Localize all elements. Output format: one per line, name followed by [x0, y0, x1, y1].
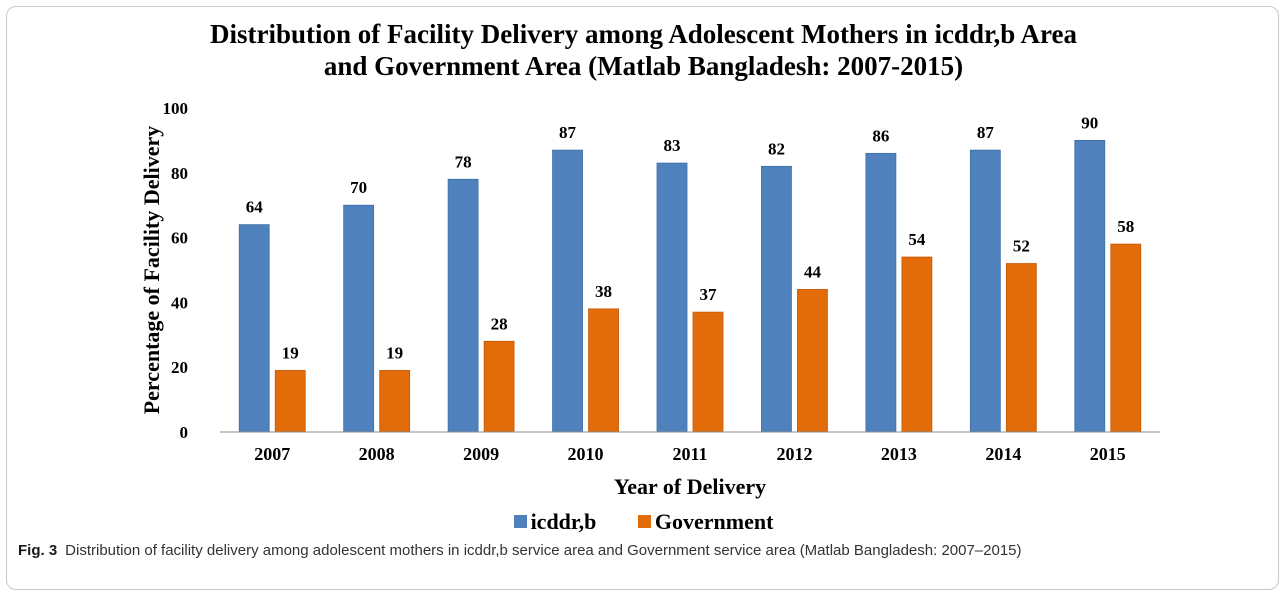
bar-labels: 64 19 70 19 78 28 87 38 83 37 82 44 86 54 87 52 90 58 [246, 113, 1135, 362]
bar-government-2009 [483, 340, 515, 433]
x-tick-label: 2015 [1090, 444, 1126, 464]
data-label-icddr-b-2015: 90 [1081, 113, 1098, 132]
data-label-government-2015: 58 [1117, 217, 1134, 236]
bar-icddr-b-2009 [447, 178, 479, 433]
y-tick-label: 80 [171, 164, 188, 183]
legend-item-government: Government [637, 508, 774, 535]
bar-icddr-b-2015 [1074, 139, 1106, 433]
x-tick-label: 2007 [254, 444, 290, 464]
bar-government-2010 [588, 308, 619, 433]
bar-chart: 0 20 40 60 80 100 64 19 70 19 78 28 87 38 83 37 82 44 86 5… [139, 99, 1160, 499]
data-label-icddr-b-2013: 86 [872, 126, 889, 145]
bar-icddr-b-2007 [238, 224, 270, 433]
y-tick-label: 20 [171, 358, 188, 377]
legend-label-government: Government [654, 508, 774, 534]
data-label-government-2011: 37 [700, 285, 718, 304]
x-axis-tick-labels: 2007 2008 2009 2010 2011 2012 2013 2014 2015 [254, 444, 1126, 464]
data-label-icddr-b-2007: 64 [246, 198, 264, 217]
chart-title-line-2: and Government Area (Matlab Bangladesh: … [323, 51, 964, 81]
data-label-icddr-b-2010: 87 [559, 123, 577, 142]
bar-government-2011 [692, 311, 724, 433]
x-tick-label: 2011 [672, 444, 707, 464]
bar-government-2014 [1005, 263, 1037, 433]
bar-icddr-b-2014 [969, 149, 1001, 433]
bar-government-2012 [797, 289, 828, 433]
bars [238, 139, 1142, 433]
data-label-government-2013: 54 [908, 230, 926, 249]
data-label-government-2010: 38 [595, 282, 612, 301]
data-label-icddr-b-2008: 70 [350, 178, 367, 197]
bar-government-2015 [1110, 243, 1142, 433]
chart-title: Distribution of Facility Delivery among … [0, 18, 1287, 82]
y-axis-ticks: 0 20 40 60 80 100 [163, 99, 189, 442]
bar-icddr-b-2010 [552, 149, 583, 433]
legend-swatch-icddrb [513, 515, 527, 528]
y-tick-label: 0 [180, 423, 189, 442]
data-label-icddr-b-2011: 83 [664, 136, 681, 155]
data-label-government-2012: 44 [804, 262, 822, 281]
x-tick-label: 2010 [568, 444, 604, 464]
data-label-government-2009: 28 [491, 314, 508, 333]
bar-government-2013 [901, 256, 933, 433]
data-label-government-2014: 52 [1013, 237, 1030, 256]
x-axis-title: Year of Delivery [614, 474, 766, 499]
legend-item-icddrb: icddr,b [513, 508, 597, 535]
data-label-government-2007: 19 [282, 343, 299, 362]
caption-text: Distribution of facility delivery among … [65, 542, 1022, 559]
caption-label: Fig. 3 [18, 542, 58, 559]
bar-icddr-b-2011 [656, 162, 688, 433]
bar-icddr-b-2012 [761, 165, 792, 433]
bar-government-2008 [379, 370, 411, 433]
y-tick-label: 100 [163, 99, 189, 118]
y-axis-title: Percentage of Facility Delivery [139, 126, 164, 415]
figure-frame [6, 6, 1279, 590]
x-tick-label: 2008 [359, 444, 395, 464]
x-tick-label: 2012 [776, 444, 812, 464]
bar-icddr-b-2013 [865, 152, 897, 433]
legend-label-icddrb: icddr,b [530, 508, 597, 534]
figure-caption: Fig. 3 Distribution of facility delivery … [18, 540, 1268, 562]
x-tick-label: 2009 [463, 444, 499, 464]
bar-icddr-b-2008 [343, 204, 375, 433]
data-label-icddr-b-2012: 82 [768, 139, 785, 158]
legend: icddr,b Government [0, 508, 1287, 535]
data-label-government-2008: 19 [386, 343, 403, 362]
legend-swatch-government [637, 515, 651, 528]
y-tick-label: 60 [171, 229, 188, 248]
chart-title-line-1: Distribution of Facility Delivery among … [210, 19, 1077, 49]
bar-government-2007 [274, 370, 306, 433]
data-label-icddr-b-2014: 87 [977, 123, 995, 142]
y-tick-label: 40 [171, 293, 188, 312]
x-tick-label: 2014 [985, 444, 1021, 464]
data-label-icddr-b-2009: 78 [455, 152, 472, 171]
x-tick-label: 2013 [881, 444, 917, 464]
